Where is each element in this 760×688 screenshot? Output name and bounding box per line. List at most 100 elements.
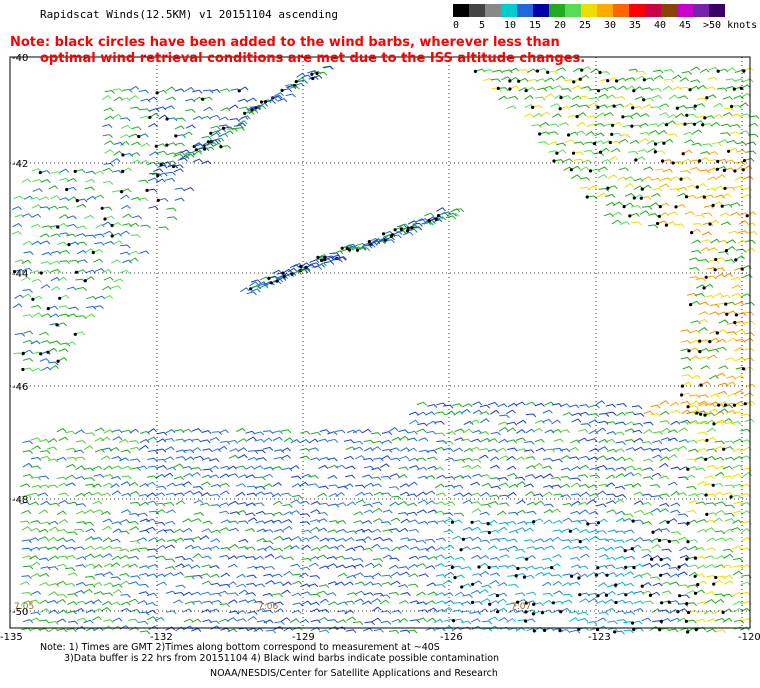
wind-barb bbox=[655, 150, 666, 155]
wind-barb bbox=[255, 485, 266, 490]
wind-barb bbox=[175, 500, 186, 505]
wind-barb bbox=[29, 501, 40, 506]
wind-barb bbox=[722, 492, 734, 496]
wind-barb bbox=[714, 530, 725, 535]
wind-barb bbox=[506, 439, 517, 444]
wind-barb bbox=[623, 202, 634, 208]
wind-barb bbox=[571, 546, 582, 551]
wind-barb bbox=[209, 565, 220, 569]
wind-barb bbox=[659, 456, 670, 462]
wind-barb bbox=[436, 402, 447, 407]
wind-barb bbox=[588, 493, 599, 498]
wind-barb bbox=[140, 108, 151, 113]
wind-barb bbox=[22, 462, 33, 468]
wind-barb bbox=[346, 429, 357, 434]
wind-barb bbox=[690, 374, 701, 380]
wind-barb bbox=[200, 502, 211, 507]
wind-barb bbox=[615, 530, 626, 535]
wind-barb bbox=[653, 74, 664, 80]
wind-barb bbox=[553, 590, 563, 595]
wind-barb bbox=[359, 247, 371, 252]
contamination-dot bbox=[523, 619, 528, 623]
map-frame bbox=[9, 56, 751, 629]
wind-barb bbox=[254, 600, 265, 605]
wind-barb bbox=[416, 563, 427, 568]
wind-barb bbox=[326, 537, 338, 542]
wind-barb bbox=[344, 474, 356, 479]
wind-barb bbox=[156, 106, 167, 111]
wind-barb bbox=[111, 475, 122, 480]
wind-barb bbox=[362, 536, 372, 542]
wind-barb bbox=[238, 520, 249, 525]
wind-barb bbox=[705, 563, 716, 569]
wind-barb bbox=[202, 96, 213, 101]
wind-barb bbox=[579, 411, 590, 416]
wind-barb bbox=[58, 305, 70, 310]
wind-barb bbox=[470, 438, 482, 443]
contamination-dot bbox=[711, 203, 715, 207]
contamination-dot bbox=[621, 115, 625, 119]
wind-barb bbox=[736, 248, 747, 253]
wind-barb bbox=[461, 610, 472, 615]
wind-barb bbox=[84, 509, 95, 514]
wind-barb bbox=[686, 458, 697, 463]
wind-barb bbox=[707, 354, 718, 359]
wind-barb bbox=[49, 313, 60, 318]
wind-barb bbox=[481, 584, 492, 589]
wind-barb bbox=[56, 618, 67, 623]
wind-barb bbox=[576, 112, 587, 118]
wind-barb bbox=[416, 591, 426, 596]
wind-barb bbox=[589, 535, 600, 541]
wind-barb bbox=[694, 120, 704, 125]
wind-barb bbox=[724, 440, 735, 445]
wind-barb bbox=[344, 609, 354, 615]
wind-barb bbox=[525, 609, 537, 614]
wind-barb bbox=[680, 340, 691, 344]
wind-barb bbox=[308, 438, 319, 444]
wind-barb bbox=[263, 430, 274, 435]
wind-barb bbox=[736, 312, 747, 316]
wind-barb bbox=[470, 589, 481, 595]
wind-barb bbox=[462, 403, 473, 408]
wind-barb bbox=[200, 492, 211, 497]
wind-barb bbox=[696, 438, 707, 443]
wind-barb bbox=[193, 486, 204, 490]
wind-barb bbox=[418, 437, 429, 442]
wind-barb bbox=[740, 607, 751, 612]
wind-barb bbox=[461, 583, 472, 588]
wind-barb bbox=[498, 421, 509, 426]
wind-barb bbox=[104, 149, 114, 154]
wind-barb bbox=[92, 500, 103, 505]
wind-barb bbox=[210, 529, 221, 534]
wind-barb bbox=[552, 458, 563, 463]
wind-barb bbox=[58, 492, 69, 497]
wind-barb bbox=[310, 500, 321, 505]
wind-barb bbox=[633, 563, 644, 568]
wind-barb bbox=[616, 77, 627, 82]
wind-barb bbox=[688, 545, 699, 551]
wind-barb bbox=[182, 564, 193, 569]
wind-barb bbox=[103, 545, 113, 550]
wind-barb bbox=[209, 620, 220, 625]
wind-barb bbox=[538, 141, 549, 146]
wind-barb bbox=[733, 557, 744, 562]
wind-barb bbox=[317, 511, 329, 516]
wind-barb bbox=[166, 152, 177, 157]
lat-lon-grid bbox=[9, 56, 751, 629]
wind-barb bbox=[498, 87, 509, 92]
wind-barb bbox=[390, 457, 401, 462]
contamination-dot bbox=[734, 313, 739, 317]
wind-barb bbox=[703, 283, 714, 289]
wind-barb bbox=[56, 427, 67, 433]
contamination-dot bbox=[165, 143, 169, 147]
wind-barb bbox=[499, 502, 510, 507]
wind-barb bbox=[451, 626, 462, 632]
wind-barb bbox=[273, 511, 284, 516]
wind-barb bbox=[508, 511, 519, 516]
wind-barb bbox=[291, 592, 302, 597]
wind-barb bbox=[146, 481, 156, 486]
contamination-dot bbox=[551, 601, 556, 605]
wind-barb bbox=[207, 141, 217, 146]
wind-barb bbox=[280, 454, 291, 459]
wind-barb bbox=[726, 381, 736, 386]
